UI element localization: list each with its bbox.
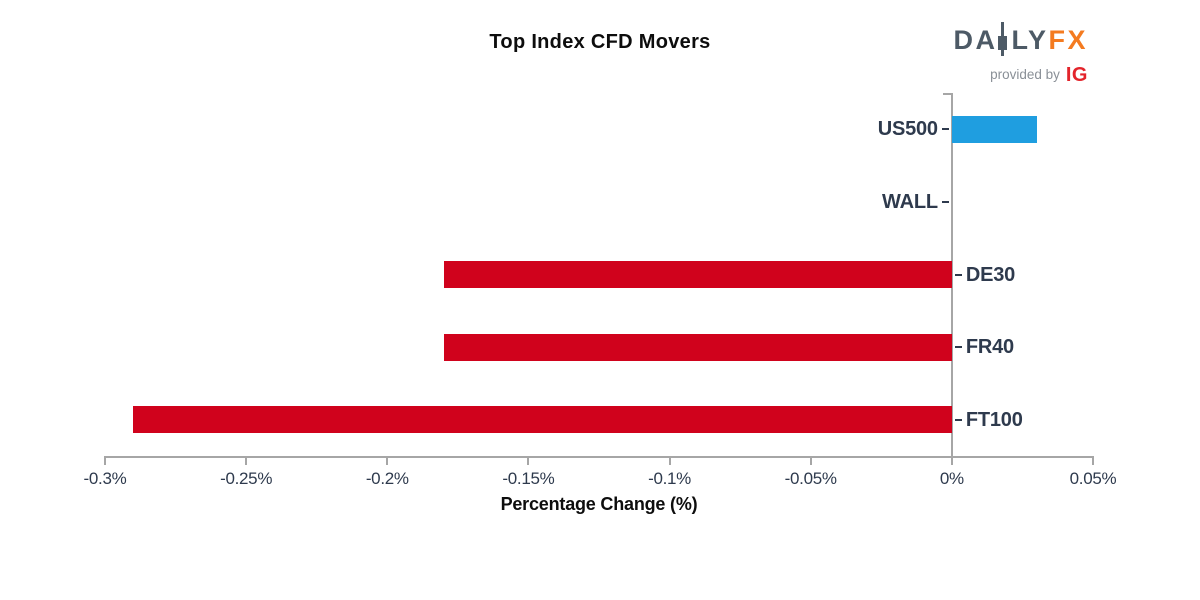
logo-text-fx: FX xyxy=(1048,25,1088,55)
x-tick xyxy=(386,456,389,465)
x-tick xyxy=(527,456,530,465)
axis-top-cap-tick xyxy=(942,93,952,95)
x-tick-label: -0.3% xyxy=(83,469,127,488)
ig-logo-text: IG xyxy=(1065,64,1088,86)
zero-axis-line xyxy=(950,93,953,464)
dailyfx-wordmark: DA LYFX xyxy=(953,22,1088,56)
x-tick-label: -0.05% xyxy=(784,469,837,488)
x-tick xyxy=(668,456,671,465)
chart-title: Top Index CFD Movers xyxy=(489,31,711,53)
category-tick-wall xyxy=(941,200,949,203)
x-tick-label: -0.2% xyxy=(365,469,409,488)
category-label-de30: DE30 xyxy=(965,263,1016,286)
x-tick-label: -0.15% xyxy=(502,469,555,488)
bar-us500 xyxy=(951,115,1037,143)
candlestick-icon xyxy=(998,22,1008,56)
x-tick xyxy=(1092,456,1094,465)
dailyfx-logo: DA LYFX provided by IG xyxy=(953,22,1088,87)
x-axis-label: Percentage Change (%) xyxy=(500,494,698,514)
category-tick-de30 xyxy=(954,273,962,276)
x-tick xyxy=(809,456,812,465)
category-label-wall: WALL xyxy=(882,190,938,213)
bar-fr40 xyxy=(443,333,952,361)
category-label-us500: US500 xyxy=(877,118,938,141)
x-tick-label: -0.25% xyxy=(220,469,273,488)
x-tick-label: 0.05% xyxy=(1069,469,1117,488)
x-axis-line xyxy=(105,456,1093,458)
provided-by-text: provided by xyxy=(990,67,1060,82)
bar-ft100 xyxy=(133,406,952,434)
category-tick-us500 xyxy=(941,128,949,131)
x-tick xyxy=(950,456,953,465)
logo-text-ly: LY xyxy=(1011,25,1049,55)
x-tick xyxy=(104,456,106,465)
x-tick-label: -0.1% xyxy=(648,469,692,488)
logo-provided-by-row: provided by IG xyxy=(953,64,1088,87)
x-tick xyxy=(245,456,248,465)
category-tick-ft100 xyxy=(954,418,962,421)
category-label-fr40: FR40 xyxy=(965,336,1014,359)
logo-text-da: DA xyxy=(953,25,998,55)
category-label-ft100: FT100 xyxy=(965,408,1023,431)
category-tick-fr40 xyxy=(954,346,962,349)
bar-de30 xyxy=(443,261,952,288)
x-tick-label: 0% xyxy=(939,469,964,488)
